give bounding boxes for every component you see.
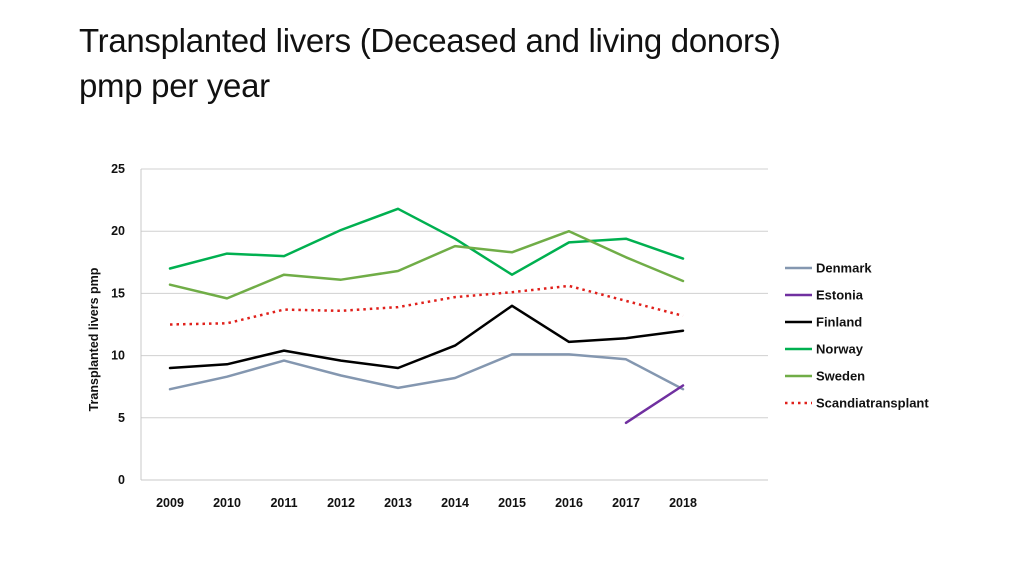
slide-title-line-2: pmp per year [79,67,270,104]
x-tick-label: 2016 [555,496,583,510]
y-tick-label: 20 [111,224,125,238]
legend-label-estonia: Estonia [816,288,864,303]
x-tick-label: 2014 [441,496,469,510]
series-line-estonia [624,384,685,425]
series-line-denmark [168,353,685,391]
legend-label-finland: Finland [816,315,862,330]
y-tick-label: 25 [111,162,125,176]
y-axis-label: Transplanted livers pmp [87,267,101,411]
y-tick-label: 15 [111,286,125,300]
series-line-norway [168,207,685,276]
series-line-finland [168,304,685,370]
slide-title: Transplanted livers (Deceased and living… [79,18,781,108]
legend-label-norway: Norway [816,342,864,357]
series-line-scandiatransplant [169,284,684,326]
legend-label-scandiatransplant: Scandiatransplant [816,396,929,411]
x-tick-label: 2010 [213,496,241,510]
legend-label-denmark: Denmark [816,261,872,276]
x-tick-label: 2013 [384,496,412,510]
x-tick-label: 2018 [669,496,697,510]
y-tick-label: 0 [118,473,125,487]
x-tick-label: 2015 [498,496,526,510]
x-tick-label: 2009 [156,496,184,510]
slide-title-line-1: Transplanted livers (Deceased and living… [79,22,781,59]
x-tick-label: 2011 [270,496,297,510]
legend-label-sweden: Sweden [816,369,865,384]
x-tick-label: 2012 [327,496,355,510]
y-tick-label: 10 [111,349,125,363]
x-tick-label: 2017 [612,496,640,510]
series-line-sweden [168,229,685,300]
y-tick-label: 5 [118,411,125,425]
